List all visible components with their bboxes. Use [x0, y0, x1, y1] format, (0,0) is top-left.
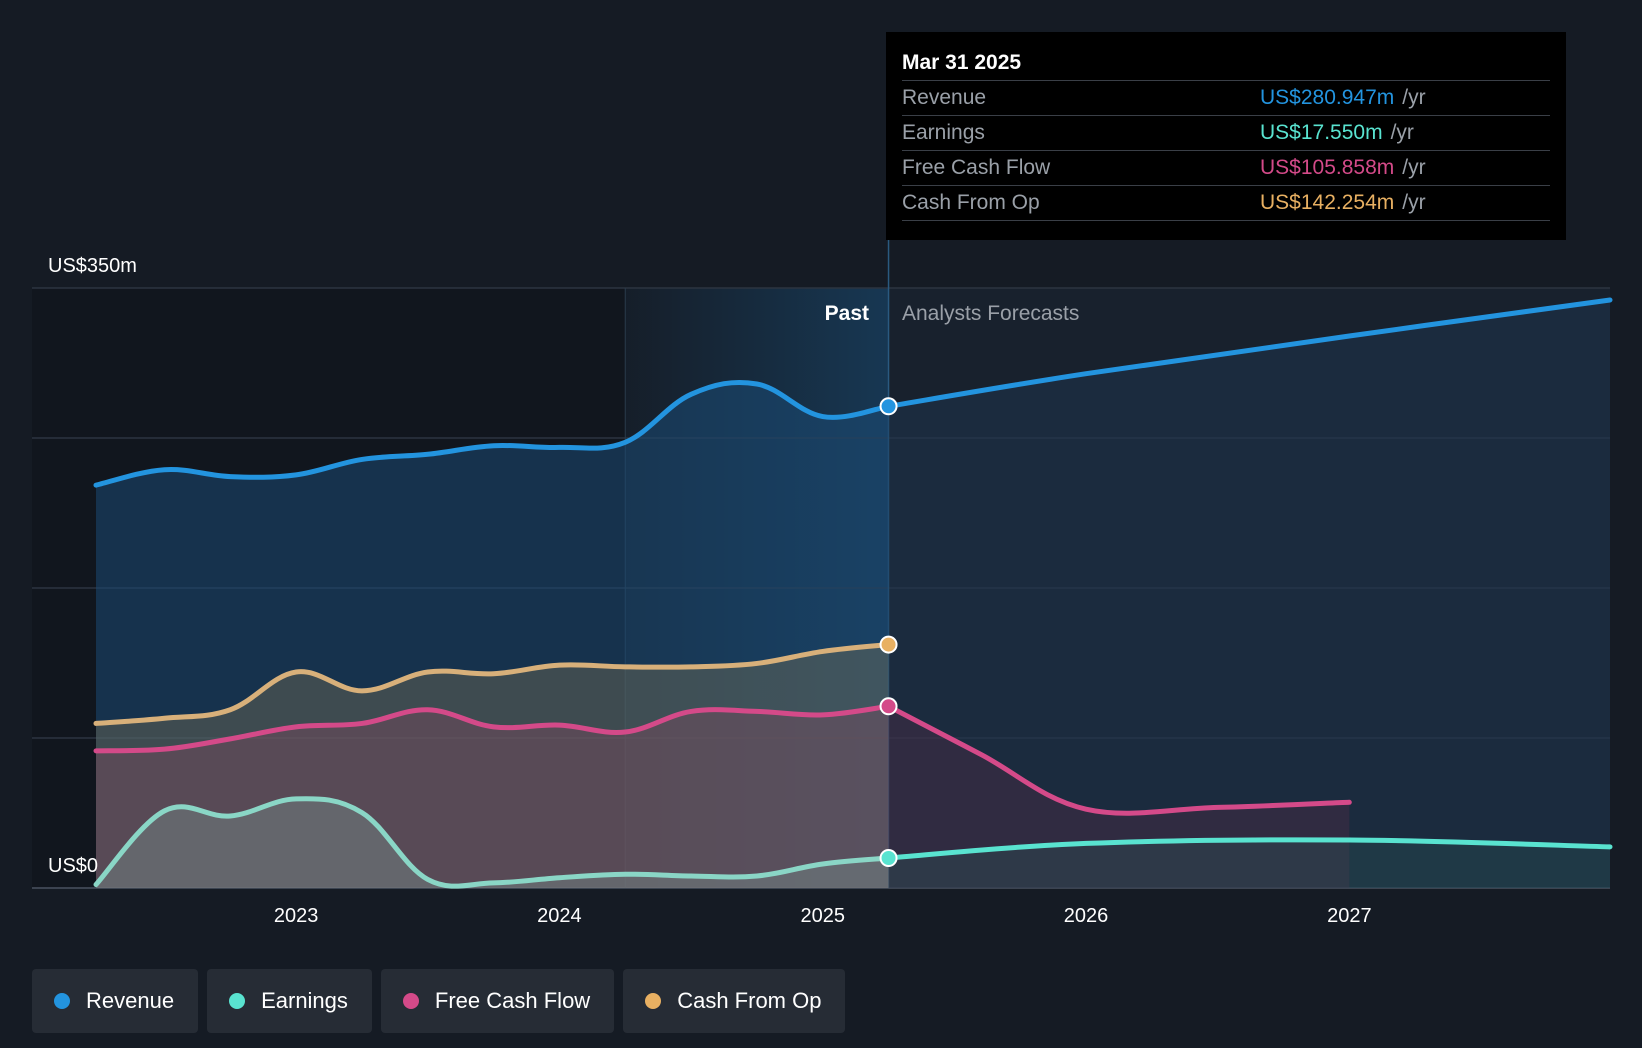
earnings-forecast-line [886, 837, 1613, 861]
legend-dot-icon [54, 993, 70, 1009]
earnings-past-line [93, 796, 892, 889]
legend-label: Free Cash Flow [434, 988, 591, 1013]
tooltip-value: US$17.550m [1260, 121, 1383, 144]
legend-item-earnings[interactable]: Earnings [207, 969, 372, 1033]
tooltip-label: Cash From Op [902, 191, 1040, 214]
earnings-forecast-area [888, 839, 1610, 888]
tooltip-value: US$280.947m [1260, 86, 1395, 109]
tooltip-value: US$142.254m [1260, 191, 1395, 214]
tooltip-row-revenue: Revenue US$280.947m /yr [902, 80, 1550, 115]
x-tick-label: 2027 [1327, 905, 1372, 927]
x-tick-label: 2023 [274, 905, 319, 927]
tooltip-label: Revenue [902, 86, 987, 109]
y-axis-bottom-label: US$0 [48, 855, 98, 877]
legend-dot-icon [229, 993, 246, 1009]
revenue-forecast-line [886, 297, 1613, 409]
cash-from-op-marker [879, 635, 898, 654]
legend-label: Earnings [261, 988, 348, 1013]
free-cash-flow-past-area [96, 706, 889, 888]
tooltip-label: Free Cash Flow [902, 156, 1051, 179]
legend-label: Revenue [86, 988, 175, 1013]
cash-from-op-past-area [96, 644, 889, 888]
legend-item-cash-from-op[interactable]: Cash From Op [623, 969, 846, 1033]
revenue-marker [879, 397, 898, 416]
revenue-forecast-area [888, 300, 1610, 888]
legend-item-free-cash-flow[interactable]: Free Cash Flow [380, 969, 615, 1033]
tooltip-unit: /yr [1402, 156, 1426, 179]
tooltip-row-free-cash-flow: Free Cash Flow US$105.858m /yr [902, 150, 1550, 185]
cash-from-op-past-line [93, 642, 892, 726]
past-label: Past [825, 302, 869, 325]
legend-item-revenue[interactable]: Revenue [32, 969, 199, 1033]
revenue-past-area [96, 382, 889, 888]
legend: Revenue Earnings Free Cash Flow Cash Fro… [32, 969, 846, 1033]
x-tick-label: 2024 [537, 905, 582, 927]
forecast-label: Analysts Forecasts [902, 302, 1079, 325]
free-cash-flow-forecast-line [886, 703, 1352, 816]
legend-dot-icon [645, 993, 662, 1009]
free-cash-flow-marker [879, 697, 898, 716]
x-tick-label: 2026 [1064, 905, 1109, 927]
tooltip-unit: /yr [1402, 191, 1426, 214]
y-axis-top-label: US$350m [48, 255, 137, 277]
revenue-past-line [93, 379, 892, 488]
tooltip-row-cash-from-op: Cash From Op US$142.254m /yr [902, 185, 1550, 221]
legend-label: Cash From Op [677, 988, 822, 1013]
tooltip-label: Earnings [902, 121, 985, 144]
tooltip-date: Mar 31 2025 [902, 51, 1022, 74]
x-tick-label: 2025 [800, 905, 845, 927]
earnings-past-area [96, 798, 889, 888]
tooltip-unit: /yr [1390, 121, 1414, 144]
tooltip-unit: /yr [1402, 86, 1426, 109]
earnings-marker [879, 849, 898, 867]
tooltip: Mar 31 2025 Revenue US$280.947m /yr Earn… [886, 32, 1566, 240]
tooltip-row-earnings: Earnings US$17.550m /yr [902, 115, 1550, 150]
tooltip-value: US$105.858m [1260, 156, 1395, 179]
legend-dot-icon [402, 993, 419, 1009]
free-cash-flow-past-line [93, 703, 892, 754]
